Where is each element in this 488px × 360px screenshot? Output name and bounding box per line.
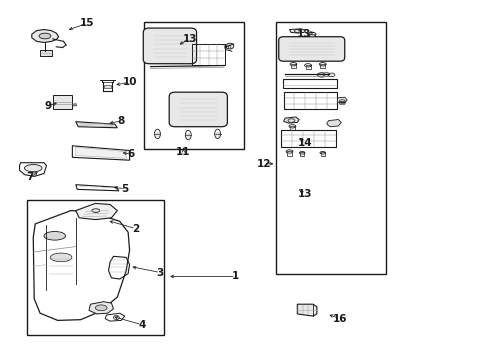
Polygon shape bbox=[76, 122, 117, 128]
Bar bbox=[305, 65, 310, 69]
Polygon shape bbox=[32, 30, 59, 42]
Text: 12: 12 bbox=[256, 159, 270, 169]
Text: 14: 14 bbox=[297, 138, 312, 148]
Bar bbox=[27, 200, 163, 335]
FancyBboxPatch shape bbox=[169, 92, 227, 127]
Ellipse shape bbox=[317, 73, 325, 77]
Bar bbox=[289, 126, 294, 130]
Polygon shape bbox=[337, 97, 346, 103]
Ellipse shape bbox=[327, 73, 334, 77]
Ellipse shape bbox=[50, 253, 72, 262]
Ellipse shape bbox=[323, 73, 329, 76]
Text: 5: 5 bbox=[122, 184, 128, 194]
Bar bbox=[286, 151, 291, 156]
Bar bbox=[320, 64, 325, 68]
Text: 1: 1 bbox=[232, 271, 239, 282]
Text: 6: 6 bbox=[127, 149, 134, 159]
Text: 16: 16 bbox=[332, 314, 346, 324]
Bar bbox=[282, 79, 337, 88]
Text: 3: 3 bbox=[157, 267, 163, 278]
Bar bbox=[40, 50, 52, 56]
Text: 9: 9 bbox=[44, 101, 51, 111]
Bar bbox=[53, 95, 72, 109]
Ellipse shape bbox=[39, 33, 51, 39]
Bar bbox=[276, 22, 386, 274]
Text: 15: 15 bbox=[80, 18, 94, 28]
Text: 13: 13 bbox=[182, 34, 197, 44]
Text: 7: 7 bbox=[26, 172, 34, 183]
Polygon shape bbox=[76, 203, 117, 220]
Text: 4: 4 bbox=[138, 320, 145, 330]
Polygon shape bbox=[89, 302, 113, 314]
Bar bbox=[290, 64, 295, 68]
Text: 10: 10 bbox=[122, 77, 137, 87]
Text: 13: 13 bbox=[296, 29, 311, 39]
Polygon shape bbox=[297, 304, 316, 316]
Bar bbox=[281, 130, 335, 147]
Text: 8: 8 bbox=[118, 116, 124, 126]
FancyBboxPatch shape bbox=[278, 37, 344, 61]
Bar bbox=[104, 85, 111, 88]
FancyBboxPatch shape bbox=[143, 28, 196, 64]
Polygon shape bbox=[326, 120, 341, 127]
Ellipse shape bbox=[95, 305, 107, 311]
Bar bbox=[192, 44, 225, 65]
Bar bbox=[144, 22, 244, 149]
Ellipse shape bbox=[44, 231, 65, 240]
Bar bbox=[300, 152, 304, 156]
Polygon shape bbox=[76, 147, 126, 158]
Bar bbox=[320, 152, 324, 156]
Ellipse shape bbox=[225, 43, 233, 49]
Text: 13: 13 bbox=[297, 189, 312, 199]
Text: 11: 11 bbox=[176, 147, 190, 157]
Bar bbox=[308, 34, 314, 39]
Bar bbox=[283, 92, 337, 109]
Polygon shape bbox=[289, 29, 305, 33]
Ellipse shape bbox=[24, 165, 42, 172]
Polygon shape bbox=[72, 104, 76, 106]
Polygon shape bbox=[283, 117, 299, 123]
Text: 2: 2 bbox=[132, 224, 139, 234]
